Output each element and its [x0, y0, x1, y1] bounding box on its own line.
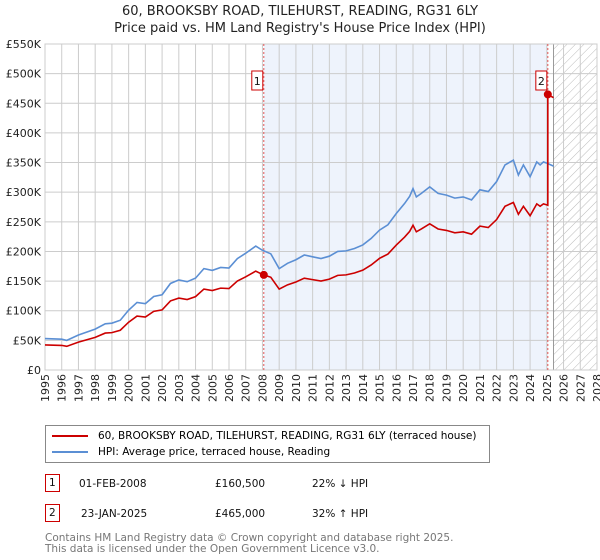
x-tick-label: 2002 [156, 374, 169, 402]
y-tick-label: £0 [27, 364, 41, 377]
y-tick-label: £250K [6, 216, 42, 229]
y-tick-label: £100K [6, 305, 42, 318]
y-tick-label: £200K [6, 245, 42, 258]
x-tick-label: 2010 [290, 374, 303, 402]
x-tick-label: 1997 [72, 374, 85, 402]
x-tick-label: 1998 [89, 374, 102, 402]
ownership-period-shading [263, 44, 548, 370]
legend: 60, BROOKSBY ROAD, TILEHURST, READING, R… [45, 425, 490, 463]
y-tick-label: £500K [6, 68, 42, 81]
sale-hpi-diff: 22% ↓ HPI [312, 478, 369, 490]
y-tick-label: £300K [6, 186, 42, 199]
x-tick-label: 2003 [173, 374, 186, 402]
sale-label-box [251, 70, 264, 91]
legend-label-property: 60, BROOKSBY ROAD, TILEHURST, READING, R… [98, 430, 477, 442]
x-tick-label: 2014 [357, 374, 370, 402]
x-tick-label: 2012 [323, 374, 336, 402]
footer-line-1: Contains HM Land Registry data © Crown c… [45, 532, 454, 544]
y-tick-label: £400K [6, 127, 42, 140]
x-tick-label: 2000 [123, 374, 136, 402]
x-tick-label: 2006 [223, 374, 236, 402]
legend-swatch-hpi [52, 451, 88, 453]
x-tick-label: 2001 [139, 374, 152, 402]
chart-subtitle: Price paid vs. HM Land Registry's House … [114, 21, 486, 36]
x-tick-label: 1996 [56, 374, 69, 402]
legend-swatch-property [52, 435, 88, 437]
x-tick-label: 2019 [440, 374, 453, 402]
x-tick-label: 1995 [39, 374, 52, 402]
sale-badge: 1 [45, 474, 60, 492]
y-tick-label: £550K [6, 38, 42, 51]
x-tick-label: 2027 [574, 374, 587, 402]
x-tick-label: 2017 [407, 374, 420, 402]
legend-label-hpi: HPI: Average price, terraced house, Read… [98, 446, 331, 458]
sale-label: 2 [538, 75, 545, 88]
plot-border [44, 43, 598, 371]
plot-area: 1995 1996 1997 1998 1999 2000 2001 2002 2003 2004… [6, 38, 600, 402]
x-tick-label: 2009 [273, 374, 286, 402]
y-tick-label: £450K [6, 97, 42, 110]
x-tick-label: 2028 [591, 374, 600, 402]
x-tick-label: 2008 [256, 374, 269, 402]
x-tick-label: 2021 [474, 374, 487, 402]
x-tick-label: 2026 [558, 374, 571, 402]
footer-line-2: This data is licensed under the Open Gov… [45, 543, 380, 555]
sale-point [259, 270, 268, 279]
x-tick-label: 1999 [106, 374, 119, 402]
sale-label-box [535, 70, 548, 91]
sale-date: 23-JAN-2025 [81, 508, 148, 520]
x-tick-label: 2022 [491, 374, 504, 402]
x-tick-label: 2007 [240, 374, 253, 402]
x-tick-label: 2024 [524, 374, 537, 402]
x-tick-label: 2004 [190, 374, 203, 402]
x-tick-label: 2016 [390, 374, 403, 402]
x-tick-label: 2025 [541, 374, 554, 402]
y-tick-label: £150K [6, 275, 42, 288]
hpi-line [44, 159, 554, 342]
property-price-line [44, 92, 554, 348]
x-tick-label: 2023 [507, 374, 520, 402]
sale-badge: 2 [45, 504, 60, 522]
y-tick-label: £50K [13, 334, 42, 347]
sale-price: £160,500 [215, 478, 266, 490]
sale-price: £465,000 [215, 508, 266, 520]
x-tick-label: 2011 [307, 374, 320, 402]
sale-date: 01-FEB-2008 [79, 478, 147, 490]
x-tick-label: 2013 [340, 374, 353, 402]
sale-hpi-diff: 32% ↑ HPI [312, 508, 369, 520]
sale-point [543, 90, 552, 99]
x-tick-label: 2005 [206, 374, 219, 402]
x-tick-label: 2015 [374, 374, 387, 402]
chart-title: 60, BROOKSBY ROAD, TILEHURST, READING, R… [121, 4, 479, 19]
x-tick-label: 2020 [457, 374, 470, 402]
x-tick-label: 2018 [424, 374, 437, 402]
forecast-hatch [553, 44, 597, 370]
sale-label: 1 [254, 75, 261, 88]
y-tick-label: £350K [6, 157, 42, 170]
